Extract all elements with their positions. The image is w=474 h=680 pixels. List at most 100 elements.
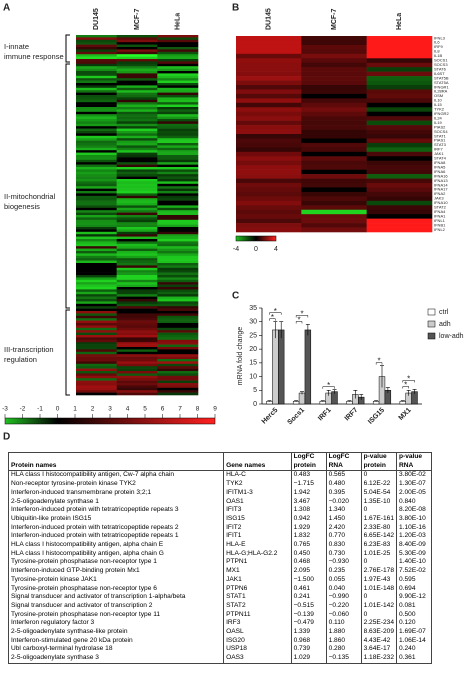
heatmap-cell [157, 116, 199, 120]
table-cell: 1.339 [290, 628, 327, 637]
heatmap-cell [76, 311, 117, 314]
heatmap-cell [301, 200, 367, 206]
heatmap-cell [236, 147, 302, 153]
table-cell: 0 [360, 506, 397, 515]
heatmap-cell [301, 138, 367, 144]
heatmap-cell [366, 58, 433, 64]
heatmap-cell [301, 98, 367, 104]
heatmap-cell [76, 143, 117, 146]
table-cell: 3.467 [290, 497, 327, 507]
table-cell: 0 [360, 593, 397, 602]
heatmap-cell [301, 187, 367, 193]
heatmap-cell [116, 284, 158, 288]
heatmap-cell [116, 191, 158, 194]
y-tick-label: 30 [249, 319, 257, 326]
heatmap-cell [157, 375, 199, 379]
heatmap-cell [366, 62, 433, 68]
table-row: 2-5-oligoadenylate synthase-like protein… [7, 628, 432, 637]
heatmap-cell [116, 61, 158, 65]
heatmap-cell [157, 80, 199, 84]
table-cell: TYK2 [223, 480, 292, 489]
heatmap-cell [76, 219, 117, 223]
heatmap-cell [157, 227, 199, 230]
table-cell: −0.135 [325, 654, 362, 664]
gene-label: IL19 [434, 120, 443, 125]
heatmap-cell [116, 239, 158, 242]
header-cell: p-value RNA [396, 452, 432, 472]
heatmap-cell [116, 236, 158, 240]
heatmap-cell [116, 325, 158, 329]
heatmap-cell [301, 178, 367, 184]
heatmap-cell [157, 335, 199, 338]
heatmap-cell [366, 151, 433, 157]
heatmap-cell [116, 313, 158, 317]
table-cell: 1.860 [325, 636, 362, 646]
heatmap-cell [76, 277, 117, 281]
table-cell: Interferon-induced GTP-binding protein M… [7, 567, 224, 576]
heatmap-cell [76, 287, 117, 290]
heatmap-cell [157, 301, 199, 305]
heatmap-cell [157, 174, 199, 177]
heatmap-cell [236, 151, 302, 157]
heatmap-cell [116, 243, 158, 247]
table-row: Interferon-stimulated gene 20 kDa protei… [7, 636, 432, 646]
heatmap-cell [116, 279, 158, 283]
gene-label: IFNA16 [434, 173, 448, 178]
heatmap-cell [157, 291, 199, 295]
heatmap-cell [366, 40, 433, 46]
table-row: Tyrosine-protein kinase JAK1 JAK1 −1.500 0.… [7, 575, 432, 585]
significance-bracket [269, 312, 282, 315]
heatmap-cell [236, 134, 302, 139]
heatmap-cell [116, 37, 158, 41]
heatmap-cell [76, 95, 117, 98]
table-cell: 1.69E-07 [396, 628, 432, 637]
heatmap-cell [116, 289, 158, 293]
heatmap-cell [116, 138, 158, 141]
y-tick-label: 35 [249, 305, 257, 312]
heatmap-cell [157, 150, 199, 153]
heatmap-cell [157, 54, 199, 57]
gene-label: SOCS3 [434, 62, 448, 67]
heatmap-cell [76, 71, 117, 74]
table-cell: 0.081 [396, 601, 432, 611]
heatmap-cell [116, 104, 158, 108]
heatmap-cell [76, 318, 117, 321]
gene-label: IFNA14 [434, 182, 448, 187]
gene-label: IL1B [434, 53, 443, 58]
heatmap-cell [76, 99, 117, 103]
color-scale [235, 235, 277, 242]
heatmap-cell [76, 361, 117, 365]
gene-label: JAK1 [434, 151, 444, 156]
heatmap-cell [76, 59, 117, 62]
table-cell: 0.110 [325, 619, 362, 629]
table-cell: Interferon-induced protein with tetratri… [7, 523, 224, 533]
heatmap-cell [157, 51, 199, 55]
heatmap-cell [116, 308, 158, 312]
gene-label: IFNL3 [434, 35, 446, 40]
heatmap-cell [157, 42, 199, 45]
heatmap-cell [157, 330, 199, 333]
heatmap-cell [76, 179, 117, 182]
heatmap-cell [76, 299, 117, 302]
heatmap-cell [157, 159, 199, 163]
scale-tick-label: -4 [233, 246, 239, 253]
table-row: HLA class I histocompatibility antigen, … [7, 549, 432, 559]
gene-label: STAT1 [434, 133, 447, 138]
heatmap-cell [76, 128, 117, 132]
heatmap-cell [236, 102, 302, 108]
heatmap-cell [236, 200, 302, 206]
heatmap-cell [301, 196, 367, 202]
heatmap-cell [157, 61, 199, 65]
heatmap-cell [301, 191, 367, 197]
heatmap-cell [76, 92, 117, 96]
heatmap-cell [116, 135, 158, 139]
gene-label: IL10 [434, 98, 443, 103]
heatmap-cell [157, 332, 199, 336]
heatmap-cell [157, 296, 199, 300]
scale-tick-label: -3 [2, 406, 8, 413]
y-tick-label: 25 [249, 332, 257, 339]
group-label: II-mitochondrial biogenesis [4, 192, 56, 211]
heatmap-cell [116, 95, 158, 98]
heatmap-cell [76, 193, 117, 197]
table-cell: 1.10E-16 [396, 523, 432, 533]
